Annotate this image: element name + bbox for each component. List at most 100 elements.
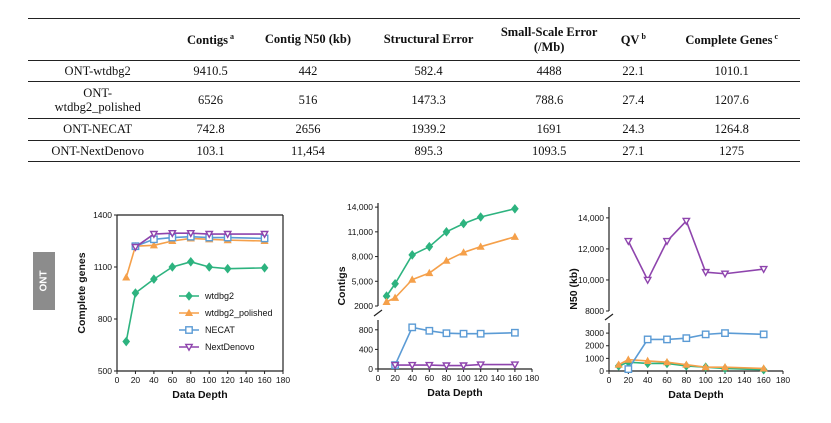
- cell-qv: 27.1: [622, 143, 645, 158]
- header-complete-genes: Complete Genes c: [685, 31, 779, 47]
- table-row: ONT-wtdbg2 9410.5 442 582.4 4488 22.1 10…: [28, 61, 800, 82]
- series-line: [646, 240, 668, 281]
- data-point: [701, 362, 710, 371]
- data-point: [407, 361, 417, 370]
- series-line: [647, 360, 668, 363]
- data-point: [511, 203, 519, 214]
- data-point: [643, 276, 653, 285]
- cell-structural-error: 1939.2: [411, 122, 446, 137]
- cell-n50: 442: [298, 64, 318, 78]
- data-point: [223, 230, 233, 239]
- x-tick-label: 80: [682, 375, 692, 385]
- data-point: [759, 364, 768, 372]
- y-tick-label: 0: [368, 364, 373, 374]
- data-point: [442, 227, 451, 237]
- y-tick-label: 14,000: [578, 213, 604, 223]
- y-axis-label: Complete genes: [76, 252, 88, 333]
- data-point: [701, 330, 710, 339]
- data-point: [122, 336, 131, 347]
- axis-break: [373, 309, 383, 317]
- legend-label: NextDenovo: [205, 342, 255, 352]
- data-point: [122, 273, 131, 281]
- series-line: [724, 332, 764, 336]
- data-point: [185, 326, 193, 334]
- x-tick-label: 160: [757, 375, 771, 385]
- data-point: [663, 335, 671, 344]
- series-line: [628, 358, 648, 362]
- series-line: [227, 236, 265, 240]
- series-line: [627, 240, 649, 281]
- x-tick-label: 100: [699, 375, 713, 385]
- series-line: [666, 361, 687, 366]
- table-row: ONT-NextDenovo 103.1 11,454 895.3 1093.5…: [28, 140, 800, 162]
- series-line: [153, 240, 173, 247]
- data-point: [623, 237, 633, 246]
- y-tick-label: 800: [359, 325, 373, 335]
- x-tick-label: 120: [221, 375, 235, 385]
- data-point: [391, 278, 399, 289]
- table-row: ONT-NECAT 742.8 2656 1939.2 1691 24.3 12…: [28, 119, 800, 141]
- cell-qv: 22.1: [622, 64, 645, 78]
- data-point: [759, 330, 768, 339]
- data-point: [184, 343, 194, 352]
- series-line: [446, 222, 464, 233]
- series-line: [411, 245, 430, 256]
- data-point: [459, 329, 468, 338]
- y-tick-label: 14,000: [347, 202, 373, 212]
- data-point: [260, 230, 269, 239]
- cell-contigs: 742.8: [196, 122, 225, 137]
- data-point: [476, 329, 485, 338]
- x-tick-label: 40: [643, 375, 653, 385]
- y-tick-label: 0: [599, 366, 604, 376]
- cell-contigs: 9410.5: [193, 64, 228, 78]
- row-label-line: ONT-: [83, 86, 113, 100]
- x-tick-label: 100: [456, 373, 470, 383]
- header-contigs: Contigs a: [187, 31, 234, 47]
- x-tick-label: 20: [624, 375, 634, 385]
- series-line: [394, 254, 413, 285]
- x-axis-label: Data Depth: [668, 389, 723, 401]
- legend-label: wtdbg2_polished: [204, 308, 273, 318]
- series-line: [227, 267, 265, 270]
- data-point: [701, 268, 711, 277]
- y-tick-label: 8,000: [352, 252, 374, 262]
- data-point: [204, 230, 214, 239]
- series-line: [480, 331, 515, 335]
- data-point: [459, 362, 468, 371]
- cell-complete-genes: 1010.1: [714, 64, 749, 78]
- y-tick-label: 10,000: [578, 275, 604, 285]
- data-point: [459, 248, 468, 256]
- series-line: [724, 268, 764, 275]
- series-NECAT: [391, 323, 519, 369]
- cell-contigs: 6526: [198, 93, 223, 108]
- data-point: [408, 323, 417, 332]
- cell-small-scale-error: 788.6: [535, 93, 564, 108]
- cell-complete-genes: 1275: [719, 143, 745, 158]
- results-table: Contigs a Contig N50 (kb) Structural Erro…: [28, 18, 800, 162]
- x-tick-label: 180: [525, 373, 539, 383]
- data-point: [186, 256, 195, 267]
- data-point: [510, 232, 519, 240]
- x-tick-label: 60: [425, 373, 435, 383]
- y-tick-label: 1400: [93, 210, 112, 220]
- y-tick-label: 3000: [585, 328, 604, 338]
- cell-structural-error: 1473.3: [411, 93, 446, 108]
- cell-complete-genes: 1264.8: [714, 122, 749, 137]
- data-point: [643, 356, 652, 364]
- header-contig-n50: Contig N50 (kb): [264, 32, 351, 47]
- data-point: [391, 293, 400, 301]
- chart-3: 0 20 40 60 80 100 120 140 160 180 8000 10,000 12,000…: [568, 207, 790, 401]
- ont-side-label: ONT: [33, 252, 55, 310]
- data-point: [459, 218, 468, 229]
- data-point: [442, 329, 451, 338]
- series-line: [153, 266, 173, 280]
- cell-n50: 11,454: [290, 143, 325, 158]
- series-line: [134, 278, 155, 294]
- chart-1: 0 20 40 60 80 100 120 140 160 180 500 800 1100 1400 Da…: [76, 210, 290, 401]
- series-line: [686, 363, 706, 369]
- series-NextDenovo: [131, 229, 269, 252]
- x-tick-label: 60: [662, 375, 672, 385]
- cell-structural-error: 895.3: [414, 143, 443, 158]
- data-point: [662, 237, 672, 246]
